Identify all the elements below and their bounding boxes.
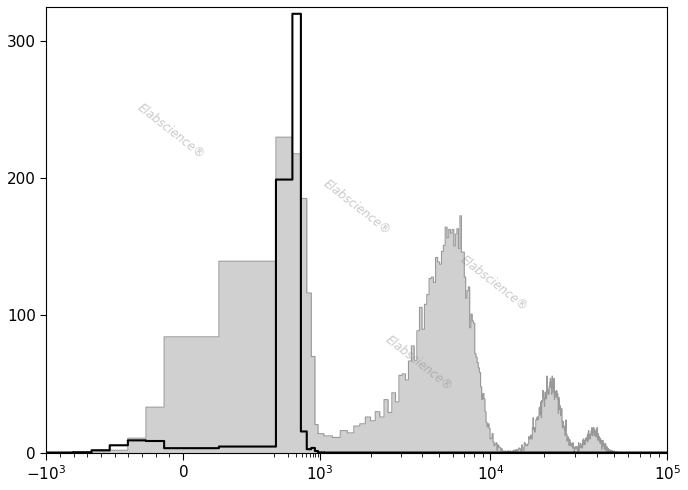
Text: Elabscience®: Elabscience® [134, 101, 206, 162]
Text: Elabscience®: Elabscience® [321, 177, 393, 238]
Text: Elabscience®: Elabscience® [458, 253, 530, 314]
Text: Elabscience®: Elabscience® [383, 333, 455, 393]
